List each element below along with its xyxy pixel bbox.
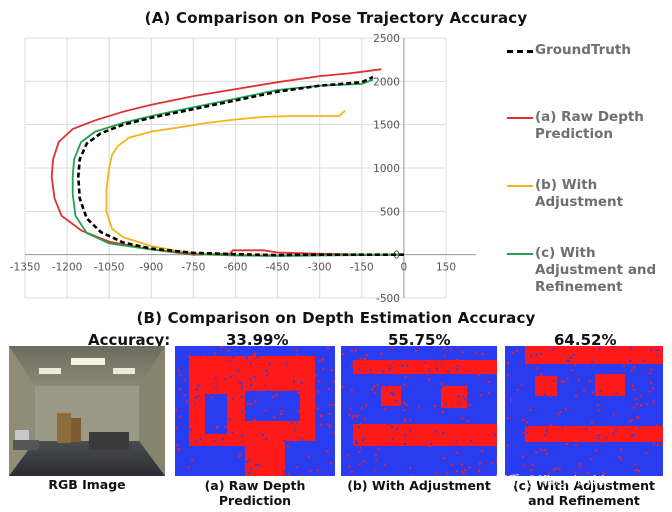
accuracy-label: Accuracy: (88, 331, 171, 349)
legend-swatch-groundtruth (507, 50, 533, 53)
series-line-0 (77, 75, 404, 257)
accuracy-value-b: 55.75% (388, 331, 451, 349)
y-tick-label: 1500 (373, 120, 400, 132)
caption-refinement: (c) With Adjustment and Refinement (512, 478, 656, 508)
x-tick-label: 150 (436, 262, 456, 274)
depth-map-adjustment (341, 346, 497, 476)
x-tick-label: -300 (308, 262, 332, 274)
caption-raw-depth: (a) Raw Depth Prediction (204, 478, 306, 508)
caption-adjustment: (b) With Adjustment (347, 478, 491, 493)
y-tick-label: 500 (380, 206, 400, 218)
legend-swatch-raw-depth (507, 117, 533, 119)
y-tick-label: 2500 (373, 33, 400, 45)
legend-label-raw-depth: (a) Raw Depth Prediction (535, 109, 644, 142)
x-tick-label: -750 (181, 262, 205, 274)
accuracy-value-a: 33.99% (226, 331, 289, 349)
x-tick-label: -1350 (10, 262, 41, 274)
depth-map-refinement (505, 346, 663, 476)
legend-label-groundtruth: GroundTruth (535, 42, 631, 58)
x-tick-label: -450 (266, 262, 290, 274)
y-tick-label: -500 (376, 293, 400, 305)
chart-title: (A) Comparison on Pose Trajectory Accura… (144, 9, 528, 27)
caption-rgb: RGB Image (48, 477, 126, 492)
accuracy-value-c: 64.52% (554, 331, 617, 349)
legend-label-adjustment: (b) With Adjustment (535, 177, 624, 210)
y-tick-label: 2000 (373, 76, 400, 88)
x-tick-label: -900 (139, 262, 163, 274)
x-tick-label: -600 (224, 262, 248, 274)
x-tick-label: -1200 (52, 262, 83, 274)
legend-swatch-adjustment (507, 185, 533, 187)
x-tick-label: -150 (350, 262, 374, 274)
watermark: 知乎 @Kingsleyhk (495, 474, 609, 489)
legend-label-refinement: (c) With Adjustment and Refinement (535, 245, 657, 295)
x-tick-label: 0 (401, 262, 408, 274)
depth-map-raw (175, 346, 335, 476)
legend-item-adjustment: (b) With Adjustment (507, 177, 623, 211)
series-line-1 (50, 68, 404, 256)
legend-item-raw-depth: (a) Raw Depth Prediction (507, 109, 644, 143)
series-line-2 (105, 110, 346, 257)
legend-swatch-refinement (507, 253, 533, 255)
y-tick-label: 1000 (373, 163, 400, 175)
legend-item-groundtruth: GroundTruth (507, 42, 631, 59)
trajectory-chart: -1350 -1200 -1050 -900 -750 -600 -450 -300 -150 0… (10, 33, 476, 305)
rgb-image (9, 346, 165, 476)
x-tick-label: -1050 (94, 262, 125, 274)
section-b-title: (B) Comparison on Depth Estimation Accur… (136, 309, 536, 327)
legend-item-refinement: (c) With Adjustment and Refinement (507, 245, 656, 296)
